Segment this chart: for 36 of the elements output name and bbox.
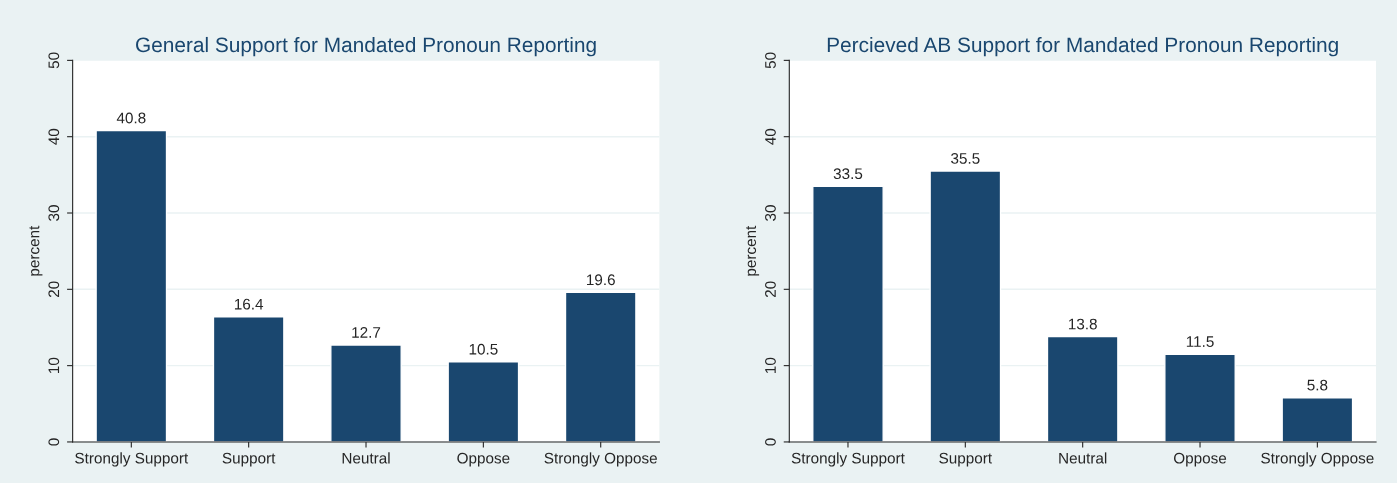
x-tick-label: Strongly Support xyxy=(75,452,189,467)
x-tick-label: Neutral xyxy=(342,452,390,464)
data-label: 5.8 xyxy=(1307,379,1328,391)
y-tick-label: 20 xyxy=(765,281,776,298)
data-label: 13.8 xyxy=(1068,318,1097,330)
data-label: 35.5 xyxy=(951,153,980,164)
y-tick-label: 40 xyxy=(765,128,776,145)
data-label: 11.5 xyxy=(1186,336,1214,347)
y-tick-label: 10 xyxy=(765,357,776,373)
x-tick-label: Neutral xyxy=(1059,452,1107,464)
data-label: 40.8 xyxy=(116,112,146,124)
y-tick-label: 10 xyxy=(48,357,60,373)
data-label: 12.7 xyxy=(352,327,381,338)
data-label: 16.4 xyxy=(234,298,264,310)
y-tick-label: 40 xyxy=(48,128,60,145)
x-tick-label: Strongly Oppose xyxy=(1261,452,1374,467)
y-axis-title: percent xyxy=(746,225,760,276)
y-tick-label: 30 xyxy=(765,205,776,221)
data-label: 19.6 xyxy=(587,274,615,286)
data-label: 10.5 xyxy=(469,343,498,355)
chart-title: General Support for Mandated Pronoun Reporting xyxy=(136,36,596,57)
y-tick-label: 30 xyxy=(48,205,60,221)
data-label: 33.5 xyxy=(833,168,863,180)
x-tick-label: Support xyxy=(939,452,992,467)
y-tick-label: 20 xyxy=(48,281,60,298)
y-axis-title: percent xyxy=(29,225,43,276)
y-tick-label: 0 xyxy=(48,438,60,446)
y-tick-label: 50 xyxy=(765,52,776,69)
x-tick-label: Strongly Oppose xyxy=(544,452,657,467)
chart-title: Percieved AB Support for Mandated Pronoun Reporting xyxy=(827,36,1338,57)
x-tick-label: Support xyxy=(222,452,276,467)
x-tick-label: Oppose xyxy=(457,452,510,467)
y-tick-label: 50 xyxy=(48,52,60,69)
x-tick-label: Strongly Support xyxy=(791,452,905,467)
x-tick-label: Oppose xyxy=(1173,452,1227,467)
y-tick-label: 0 xyxy=(765,438,776,446)
